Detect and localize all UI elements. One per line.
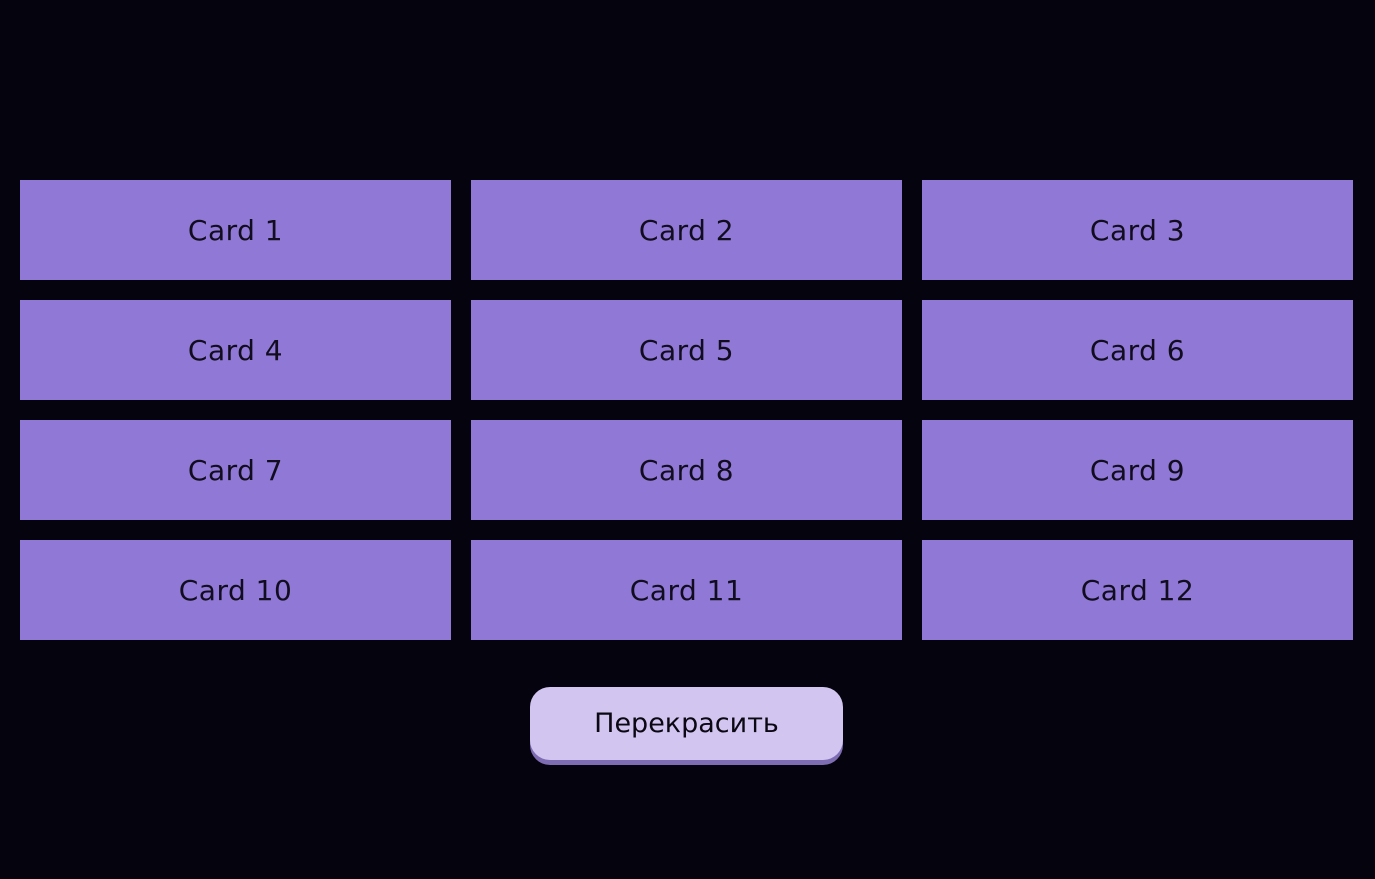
- card-4[interactable]: Card 4: [20, 300, 451, 400]
- card-10[interactable]: Card 10: [20, 540, 451, 640]
- card-1[interactable]: Card 1: [20, 180, 451, 280]
- card-8[interactable]: Card 8: [471, 420, 902, 520]
- card-3[interactable]: Card 3: [922, 180, 1353, 280]
- card-11[interactable]: Card 11: [471, 540, 902, 640]
- recolor-button-wrapper: Перекрасить: [530, 687, 843, 765]
- card-12[interactable]: Card 12: [922, 540, 1353, 640]
- card-5[interactable]: Card 5: [471, 300, 902, 400]
- recolor-button[interactable]: Перекрасить: [530, 687, 843, 760]
- card-7[interactable]: Card 7: [20, 420, 451, 520]
- card-6[interactable]: Card 6: [922, 300, 1353, 400]
- card-grid: Card 1 Card 2 Card 3 Card 4 Card 5 Card …: [20, 180, 1353, 640]
- card-9[interactable]: Card 9: [922, 420, 1353, 520]
- card-2[interactable]: Card 2: [471, 180, 902, 280]
